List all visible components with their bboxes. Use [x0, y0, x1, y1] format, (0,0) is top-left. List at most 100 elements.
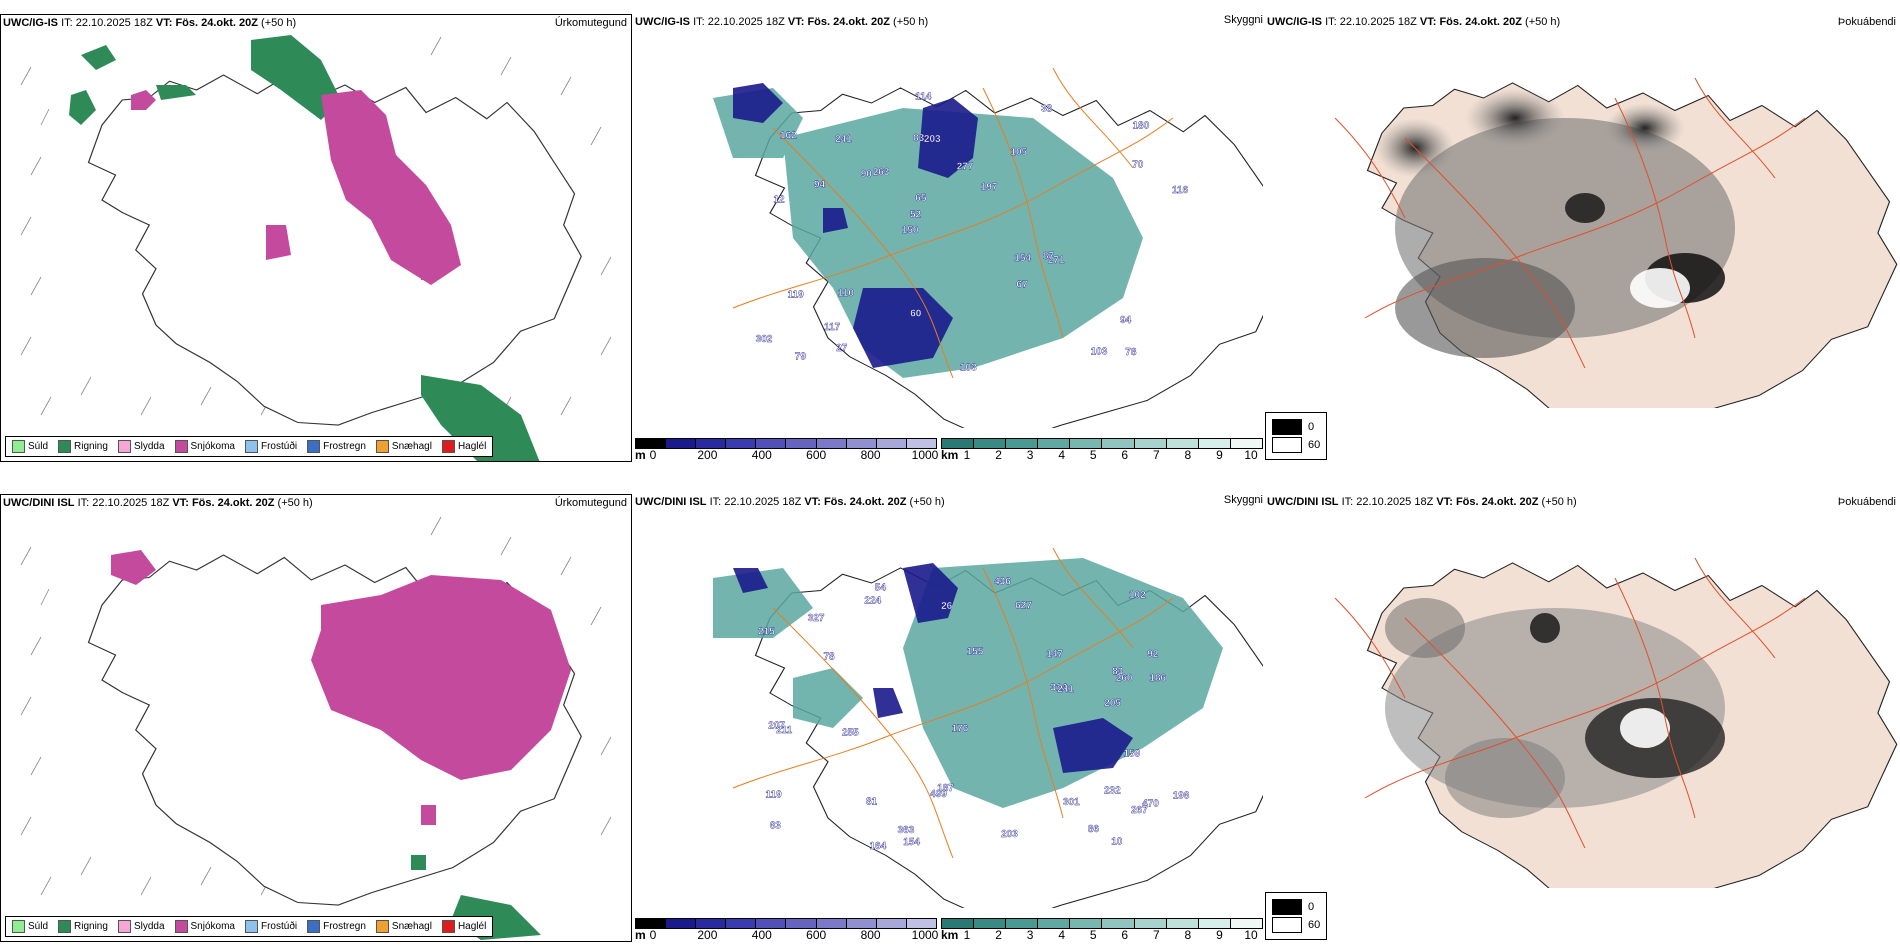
colorbar-segment	[636, 439, 667, 448]
colorbar-segment	[1166, 919, 1199, 928]
ceiling-value-label: 110	[838, 288, 855, 299]
legend-label: Slydda	[133, 921, 165, 932]
cloud-key-bottom: 0 60	[1265, 892, 1328, 940]
legend-item: Slydda	[117, 440, 165, 453]
ceiling-value-label: 164	[870, 841, 887, 852]
colorbar-segment	[816, 919, 847, 928]
colorbar-segment	[726, 439, 757, 448]
cloud-panel-top: UWC/IG-IS IT: 22.10.2025 18Z VT: Fös. 24…	[1265, 14, 1900, 409]
colorbar-tick: 10	[1244, 448, 1258, 462]
legend-swatch	[12, 440, 25, 453]
colorbar-tick: 7	[1152, 448, 1160, 462]
legend-label: Haglél	[457, 921, 487, 932]
legend-swatch	[58, 920, 72, 933]
ceiling-value-label: 314	[1050, 682, 1067, 693]
colorbar-segment	[1102, 439, 1135, 448]
ceiling-value-label: 83	[913, 133, 925, 144]
ceiling-map: 232 92 470 155 63 54 83 81 102 78 186 215 205 154 119 3…	[713, 547, 1263, 908]
legend-swatch	[441, 920, 455, 933]
ceiling-value-label: 117	[824, 322, 841, 333]
colorbar-segment	[666, 919, 697, 928]
legend-item: Súld	[12, 440, 48, 453]
ceiling-value-label: 363	[898, 825, 915, 836]
ceiling-value-label: 94	[1120, 315, 1132, 326]
cloud-key-swatch	[1272, 899, 1302, 915]
legend-swatch	[12, 920, 25, 933]
colorbar-segment	[1166, 439, 1199, 448]
legend-swatch	[244, 440, 258, 453]
ceiling-value-label: 114	[915, 92, 932, 103]
ceiling-value-label: 83	[1112, 666, 1124, 677]
cloud-key-row: 0	[1272, 899, 1320, 915]
visibility-colorbar: km 1 2 3 4 5 6 7 8 9 10	[941, 918, 1263, 942]
ceiling-panel-top: UWC/IG-IS IT: 22.10.2025 18Z VT: Fös. 24…	[633, 14, 1263, 462]
colorbar-tick: 5	[1089, 448, 1097, 462]
colorbar-tick: 8	[1184, 928, 1192, 942]
colorbar-tick: 6	[1121, 928, 1129, 942]
colorbar-segment	[1006, 439, 1039, 448]
colorbar-segment	[1070, 439, 1103, 448]
legend-label: Frostregn	[323, 921, 366, 932]
panel-title: Þokuábendi	[1837, 16, 1896, 28]
colorbar-tick: 2	[995, 928, 1002, 942]
legend-label: Snjókoma	[190, 441, 235, 452]
colorbar-segment	[974, 919, 1007, 928]
ceiling-value-label: 116	[1172, 185, 1189, 196]
legend-label: Súld	[28, 441, 49, 452]
ceiling-value-label: 105	[1010, 147, 1027, 158]
ceiling-value-label: 260	[1116, 673, 1133, 684]
panel-header: UWC/IG-IS IT: 22.10.2025 18Z VT: Fös. 24…	[635, 16, 929, 28]
visibility-colorbar: km 1 2 3 4 5 6 7 8 9 10	[941, 438, 1263, 462]
ceiling-value-label: 196	[1173, 791, 1190, 802]
panel-header: UWC/DINI ISL IT: 22.10.2025 18Z VT: Fös.…	[1267, 496, 1577, 508]
precip-panel-bottom: UWC/DINI ISL IT: 22.10.2025 18Z VT: Fös.…	[0, 494, 632, 942]
ceiling-value-label: 27	[836, 343, 848, 354]
colorbar-segment	[846, 439, 877, 448]
colorbar-tick: 3	[1026, 928, 1034, 942]
legend-swatch	[117, 920, 131, 933]
ceiling-value-label: 60	[910, 309, 922, 320]
ceiling-value-label: 187	[937, 783, 954, 794]
colorbar-segment	[876, 439, 907, 448]
ceiling-colorbar: m 0 200 400 600 800 1000	[635, 918, 938, 942]
colorbar-segment	[846, 919, 877, 928]
legend-item: Rigning	[58, 440, 108, 453]
legend-label: Frostúði	[260, 441, 298, 452]
ceiling-map: 78 12 180 150 105 79 83 277 119 263 302 117 203 197 27…	[713, 67, 1263, 428]
ceiling-value-label: 263	[873, 167, 890, 178]
ceiling-value-label: 12	[773, 194, 785, 205]
colorbar-tick: 400	[751, 448, 772, 462]
legend-label: Snæhagl	[391, 921, 432, 932]
ceiling-value-label: 499	[930, 789, 947, 800]
legend-label: Rigning	[74, 441, 108, 452]
precip-legend: Súld Rigning Slydda Snjókoma Frostúði Frostre…	[5, 436, 494, 457]
colorbar-segment	[1230, 919, 1262, 928]
ceiling-value-label: 211	[776, 725, 793, 736]
legend-item: Snæhagl	[375, 440, 432, 453]
colorbar-segment	[942, 439, 975, 448]
precip-map	[20, 516, 612, 940]
legend-swatch	[174, 440, 188, 453]
cloud-key-swatch	[1272, 437, 1302, 453]
legend-label: Snæhagl	[391, 441, 432, 452]
panel-title: Skyggni	[1223, 494, 1263, 506]
ceiling-value-label: 10	[1111, 837, 1123, 848]
colorbar-segment	[1038, 919, 1071, 928]
legend-swatch	[375, 920, 389, 933]
colorbar-tick: 8	[1184, 448, 1192, 462]
legend-item: Snæhagl	[375, 920, 432, 933]
ceiling-value-label: 65	[915, 193, 927, 204]
colorbar-segment	[876, 919, 907, 928]
colorbar-tick: 7	[1152, 928, 1160, 942]
ceiling-value-label: 180	[1133, 120, 1150, 131]
ceiling-value-label: 52	[910, 209, 922, 220]
legend-swatch	[375, 440, 389, 453]
colorbar-segment	[786, 919, 817, 928]
panel-title: Úrkomutegund	[554, 17, 627, 29]
ceiling-value-label: 176	[952, 723, 969, 734]
colorbar-tick: 2	[995, 448, 1002, 462]
ceiling-value-label: 78	[1125, 347, 1137, 358]
ceiling-value-label: 162	[780, 130, 797, 141]
ceiling-value-label: 119	[788, 290, 805, 301]
legend-label: Súld	[28, 921, 49, 932]
